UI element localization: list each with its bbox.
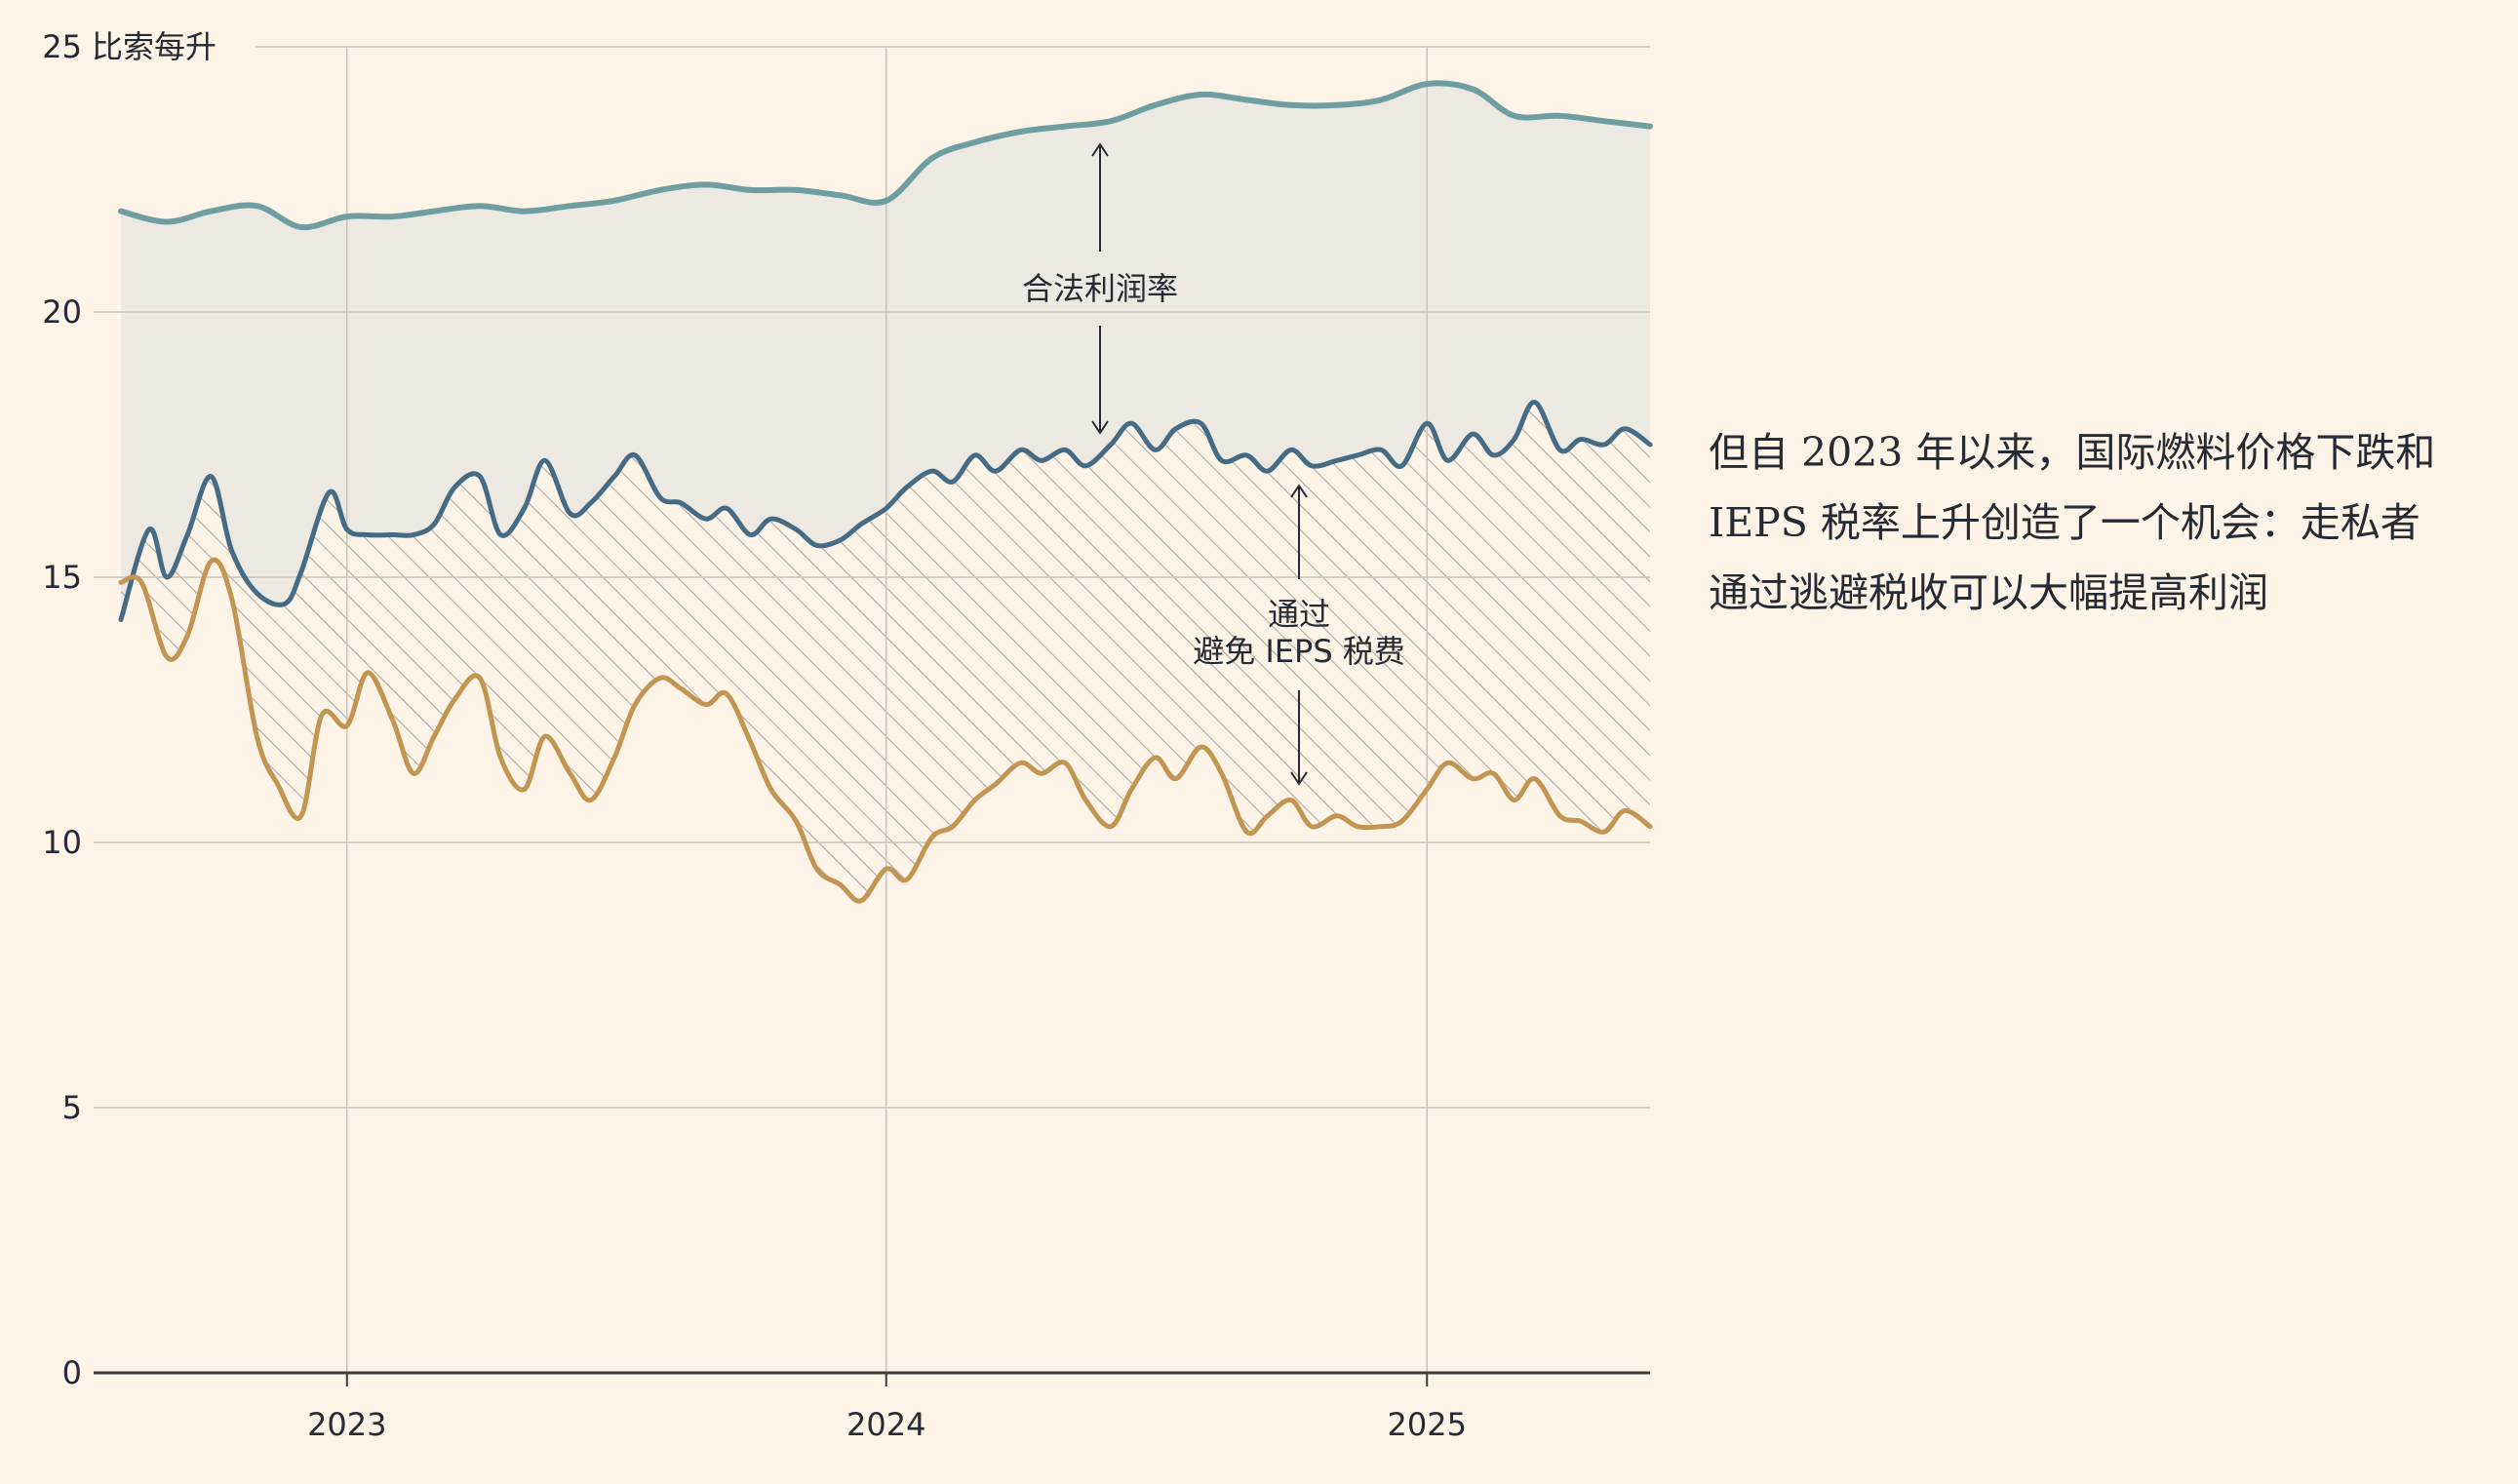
y-tick-label-25: 25 [42, 28, 82, 65]
y-tick-label-5: 5 [62, 1089, 82, 1126]
x-tick-label-2023: 2023 [307, 1406, 386, 1443]
legal-margin-arrowhead-down [1091, 420, 1109, 435]
band-fills [121, 83, 1650, 902]
series-line-top [118, 80, 1653, 231]
tax-evasion-band [121, 402, 1650, 902]
series-line-mid [118, 400, 1653, 622]
annotations: 合法利润率 通过 避免 IEPS 税费 [1022, 142, 1405, 786]
y-axis-label: 比索每升 [92, 28, 216, 65]
series-line-bottom [118, 557, 1653, 904]
gridlines [94, 46, 1650, 1373]
legal-margin-band [121, 83, 1650, 620]
caption-line-2: IEPS 税率上升创造了一个机会：走私者 [1709, 499, 2420, 546]
x-tick-label-2025: 2025 [1388, 1406, 1467, 1443]
series-lines [118, 80, 1653, 904]
chart-caption: 但自 2023 年以来，国际燃料价格下跌和 IEPS 税率上升创造了一个机会：走… [1709, 417, 2489, 628]
y-tick-label-10: 10 [42, 824, 82, 861]
caption-line-3: 通过逃避税收可以大幅提高利润 [1709, 569, 2268, 616]
x-tick-label-2024: 2024 [846, 1406, 925, 1443]
y-tick-label-15: 15 [42, 559, 82, 596]
legal-margin-label: 合法利润率 [1022, 270, 1178, 307]
evasion-arrowhead-down [1290, 771, 1308, 786]
y-tick-label-20: 20 [42, 293, 82, 331]
y-tick-label-0: 0 [62, 1354, 82, 1391]
evasion-label-line1: 通过 [1268, 596, 1330, 633]
legal-margin-arrowhead-up [1091, 142, 1109, 157]
evasion-label-line2: 避免 IEPS 税费 [1193, 633, 1405, 670]
evasion-arrowhead-up [1290, 484, 1308, 498]
caption-line-1: 但自 2023 年以来，国际燃料价格下跌和 [1709, 429, 2436, 476]
